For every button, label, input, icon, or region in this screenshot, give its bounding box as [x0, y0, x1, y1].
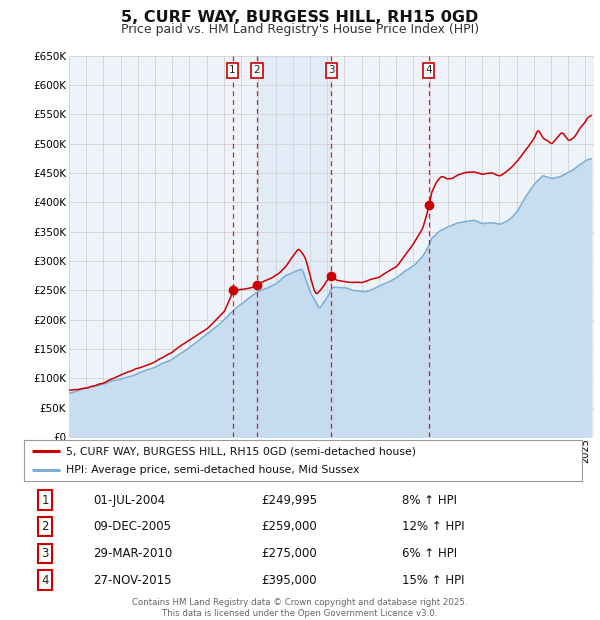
Text: £259,000: £259,000	[261, 520, 317, 533]
Text: Price paid vs. HM Land Registry's House Price Index (HPI): Price paid vs. HM Land Registry's House …	[121, 23, 479, 36]
Text: 29-MAR-2010: 29-MAR-2010	[93, 547, 172, 560]
Text: Contains HM Land Registry data © Crown copyright and database right 2025.
This d: Contains HM Land Registry data © Crown c…	[132, 598, 468, 618]
Text: £275,000: £275,000	[261, 547, 317, 560]
Text: 3: 3	[41, 547, 49, 560]
Text: HPI: Average price, semi-detached house, Mid Sussex: HPI: Average price, semi-detached house,…	[66, 466, 359, 476]
Text: 3: 3	[328, 66, 335, 76]
Text: 09-DEC-2005: 09-DEC-2005	[93, 520, 171, 533]
Text: 2: 2	[254, 66, 260, 76]
Text: 12% ↑ HPI: 12% ↑ HPI	[402, 520, 464, 533]
Text: 1: 1	[229, 66, 236, 76]
Text: 15% ↑ HPI: 15% ↑ HPI	[402, 574, 464, 587]
Text: 01-JUL-2004: 01-JUL-2004	[93, 494, 165, 507]
Text: 8% ↑ HPI: 8% ↑ HPI	[402, 494, 457, 507]
Text: £395,000: £395,000	[261, 574, 317, 587]
Text: 6% ↑ HPI: 6% ↑ HPI	[402, 547, 457, 560]
Text: 2: 2	[41, 520, 49, 533]
Text: £249,995: £249,995	[261, 494, 317, 507]
Text: 27-NOV-2015: 27-NOV-2015	[93, 574, 172, 587]
Text: 5, CURF WAY, BURGESS HILL, RH15 0GD: 5, CURF WAY, BURGESS HILL, RH15 0GD	[121, 10, 479, 25]
Bar	[257, 56, 331, 437]
Text: 5, CURF WAY, BURGESS HILL, RH15 0GD (semi-detached house): 5, CURF WAY, BURGESS HILL, RH15 0GD (sem…	[66, 446, 416, 456]
Text: 4: 4	[425, 66, 432, 76]
Text: 4: 4	[41, 574, 49, 587]
Text: 1: 1	[41, 494, 49, 507]
